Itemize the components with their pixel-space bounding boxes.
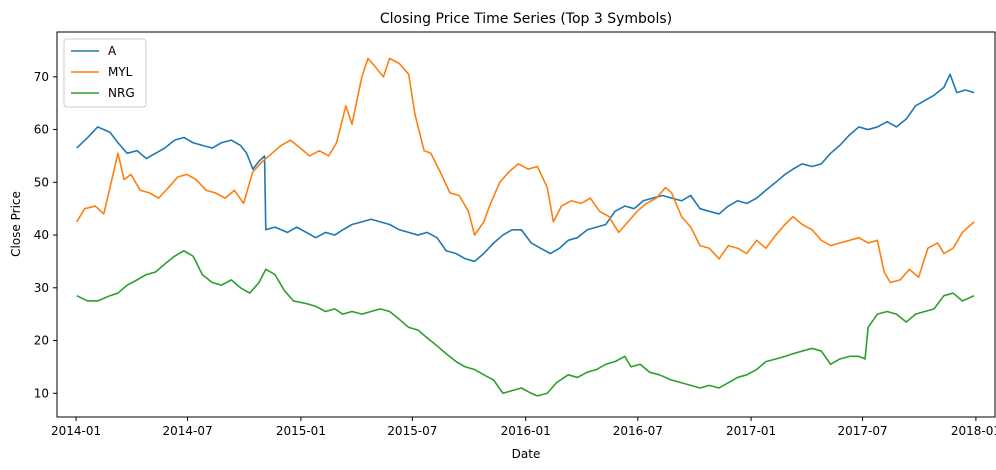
plot-area [76,57,975,397]
y-tick-label: 10 [34,386,49,400]
y-axis: 10 20 30 40 50 60 70 [34,70,57,400]
y-tick-label: 20 [34,334,49,348]
x-axis: 2014-01 2014-07 2015-01 2015-07 2016-01 2016-… [51,417,996,438]
x-tick-label: 2017-07 [838,424,888,438]
legend: A MYL NRG [63,38,147,108]
axes-frame [56,31,996,418]
x-tick-label: 2018-01 [951,424,996,438]
series-line-nrg [76,250,975,397]
x-tick-label: 2016-07 [613,424,663,438]
x-tick-label: 2015-01 [276,424,326,438]
y-tick-label: 30 [34,281,49,295]
y-axis-title: Close Price [9,191,23,257]
chart-title: Closing Price Time Series (Top 3 Symbols… [380,11,672,27]
x-tick-label: 2016-01 [501,424,551,438]
legend-box [63,38,147,108]
series-line-myl [76,57,975,284]
y-tick-label: 40 [34,228,49,242]
x-tick-label: 2015-07 [387,424,437,438]
y-tick-label: 60 [34,123,49,137]
y-tick-label: 70 [34,70,49,84]
legend-label-nrg: NRG [108,86,135,100]
y-tick-label: 50 [34,175,49,189]
legend-label-myl: MYL [108,65,133,79]
x-tick-label: 2014-07 [162,424,212,438]
legend-label-a: A [108,44,117,58]
series-line-a [76,73,975,263]
x-tick-label: 2017-01 [726,424,776,438]
x-axis-title: Date [512,447,541,461]
x-tick-label: 2014-01 [51,424,101,438]
